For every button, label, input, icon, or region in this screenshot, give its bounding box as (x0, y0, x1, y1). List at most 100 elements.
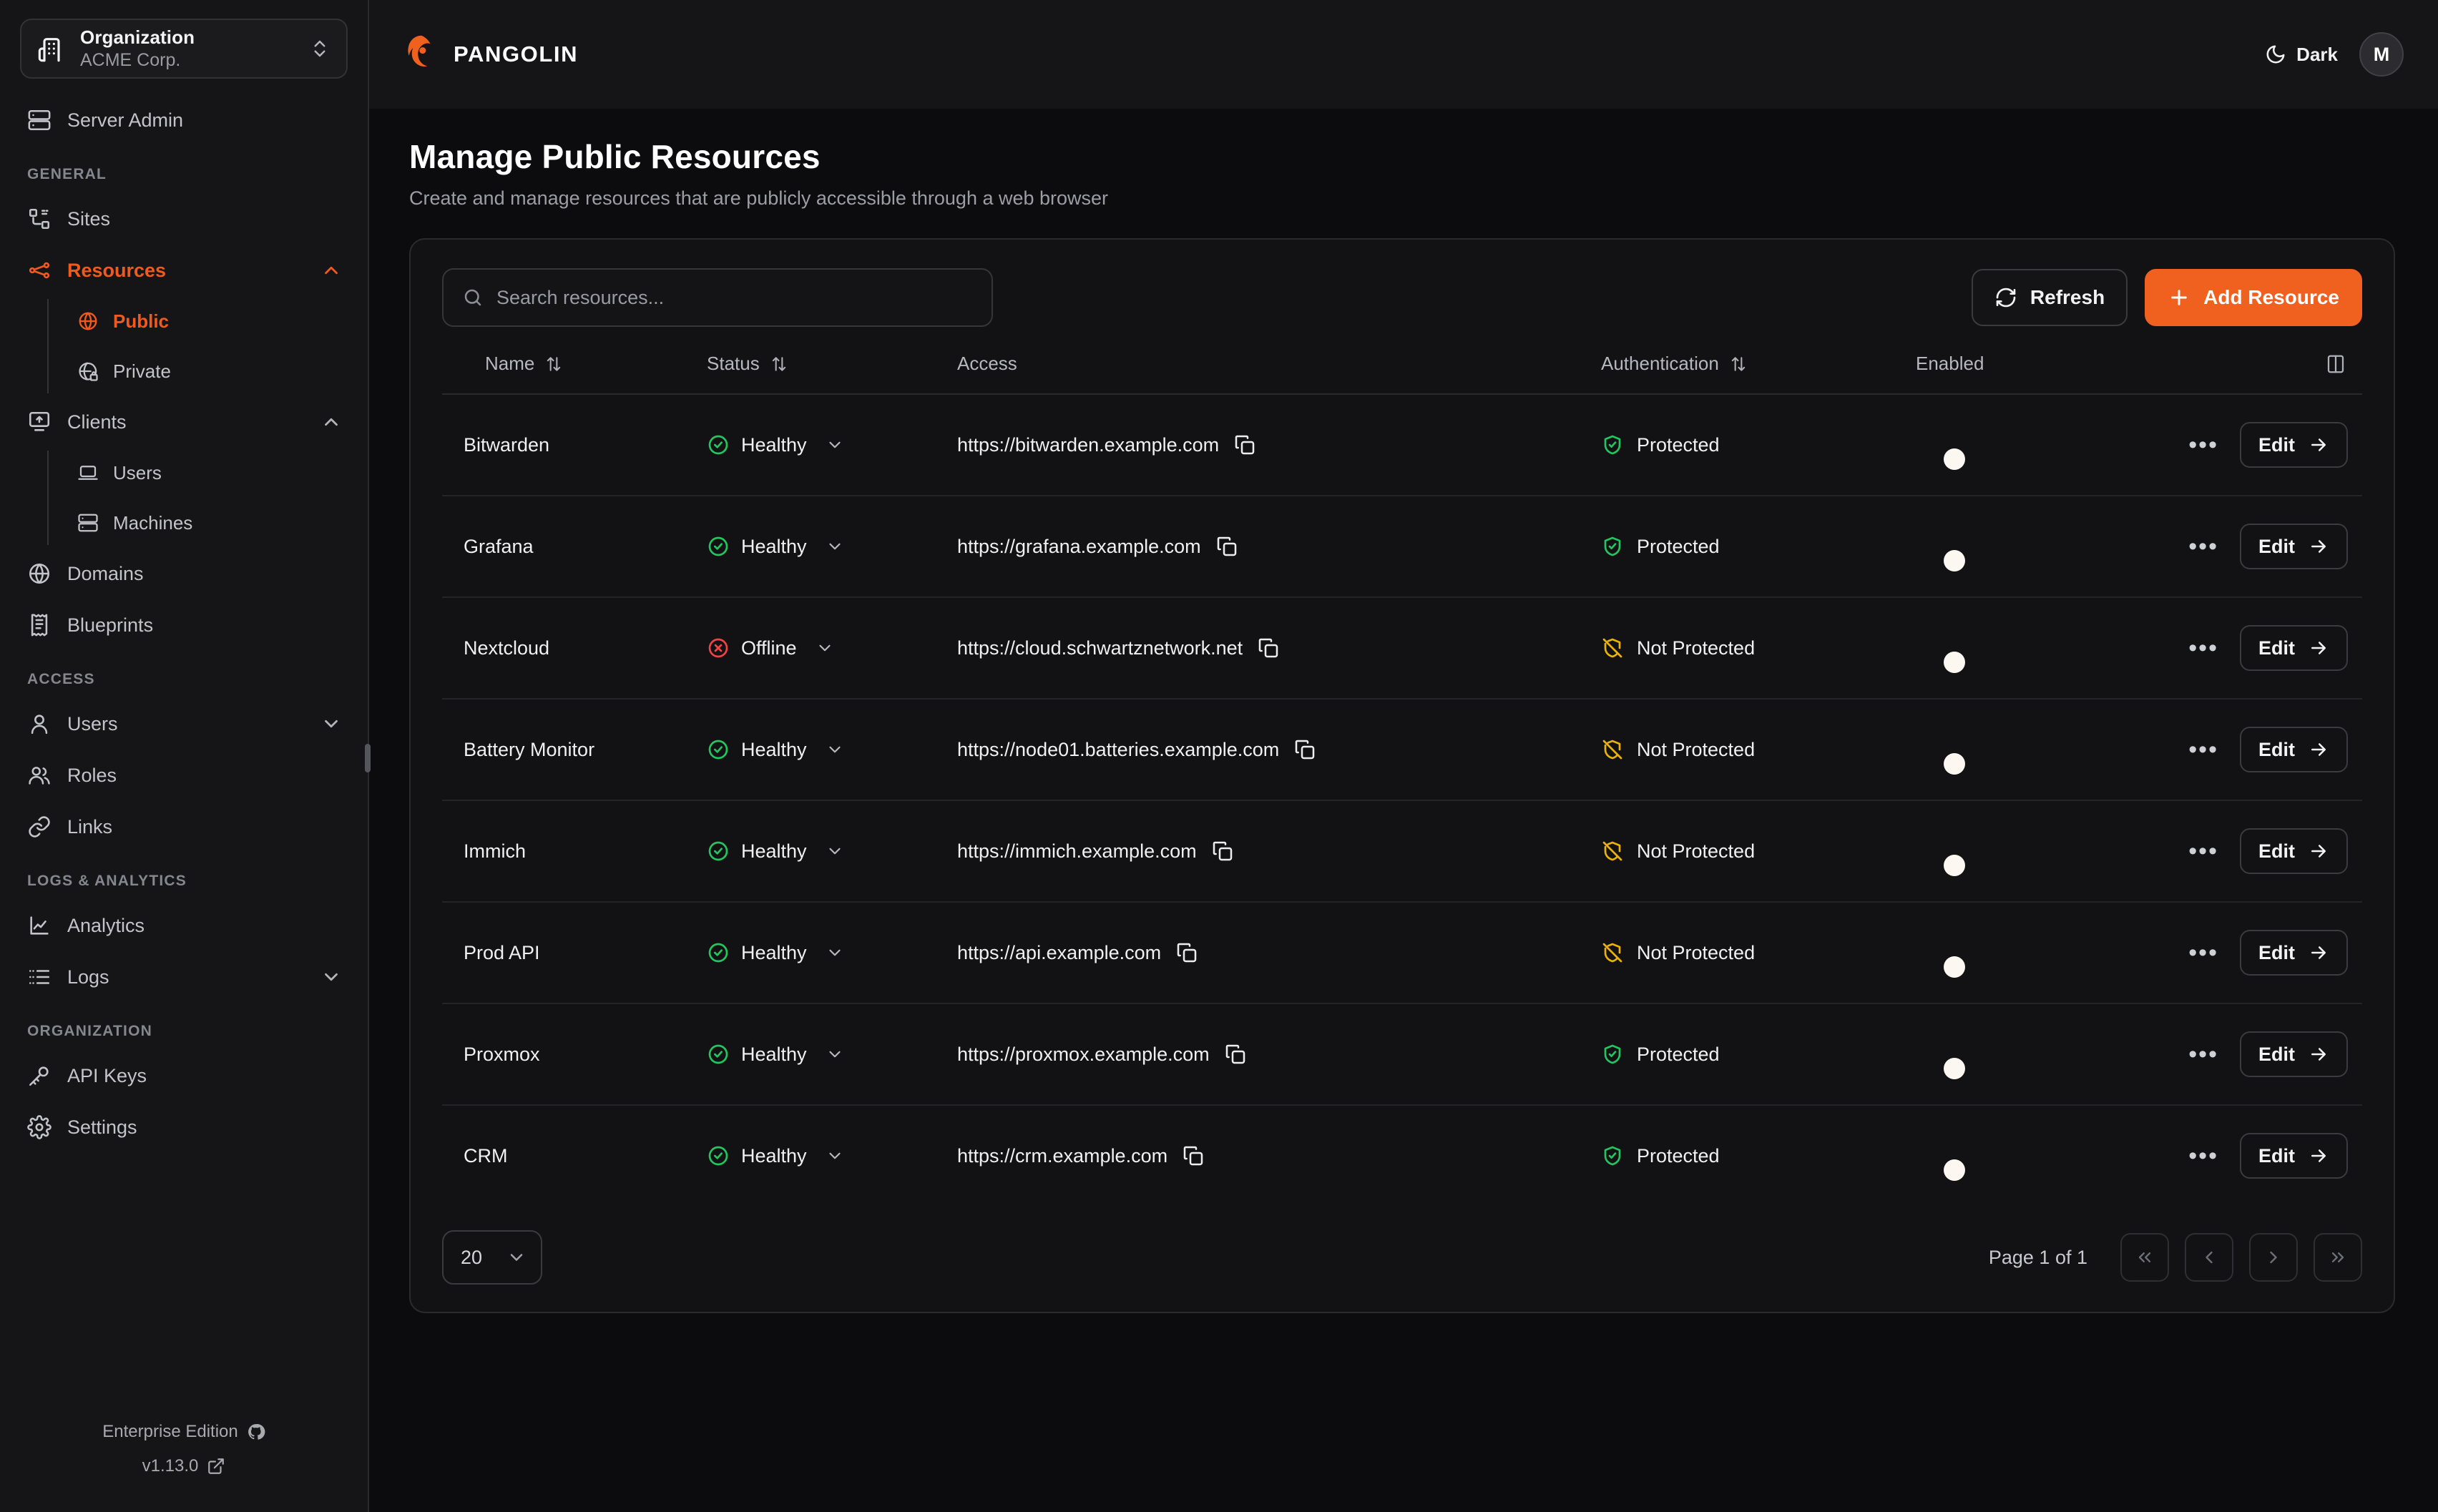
table-row[interactable]: Immich Healthy https://immich.example.com N… (442, 800, 2362, 903)
status-badge[interactable]: Healthy (707, 1144, 957, 1167)
shield-off-icon (1601, 738, 1624, 761)
row-menu-button[interactable]: ••• (2188, 736, 2218, 763)
row-menu-button[interactable]: ••• (2188, 533, 2218, 560)
edit-button[interactable]: Edit (2240, 1031, 2348, 1077)
last-page-button[interactable] (2314, 1233, 2362, 1282)
copy-icon[interactable] (1293, 738, 1316, 761)
row-menu-button[interactable]: ••• (2188, 1142, 2218, 1169)
sidebar-section-general: GENERAL (27, 166, 107, 182)
org-switcher[interactable]: Organization ACME Corp. (20, 19, 348, 79)
first-page-button[interactable] (2120, 1233, 2169, 1282)
sidebar-item-public[interactable]: Public (47, 296, 368, 346)
copy-icon[interactable] (1233, 433, 1256, 456)
row-menu-button[interactable]: ••• (2188, 1041, 2218, 1068)
sidebar-resize-handle[interactable] (365, 744, 371, 772)
users-icon (27, 763, 52, 787)
table-header-row: Name Status (442, 353, 2362, 395)
sidebar-item-sites[interactable]: Sites (0, 193, 368, 245)
sidebar-item-api-keys[interactable]: API Keys (0, 1050, 368, 1101)
sidebar-subnav-resources: Public Private (47, 296, 368, 396)
cell-name: Immich (442, 800, 707, 903)
table-row[interactable]: Grafana Healthy https://grafana.example.co… (442, 496, 2362, 598)
globe-lock-icon (77, 360, 99, 382)
table-row[interactable]: Bitwarden Healthy https://bitwarden.exampl… (442, 394, 2362, 496)
refresh-icon (1994, 286, 2017, 309)
edit-button[interactable]: Edit (2240, 1133, 2348, 1179)
sidebar-item-resources[interactable]: Resources (0, 245, 368, 296)
sidebar-item-clients-users[interactable]: Users (47, 448, 368, 498)
theme-toggle[interactable]: Dark (2265, 44, 2338, 66)
brand[interactable]: PANGOLIN (401, 34, 578, 75)
status-label: Healthy (741, 738, 807, 760)
table-row[interactable]: CRM Healthy https://crm.example.com Protect… (442, 1105, 2362, 1206)
sidebar-item-roles[interactable]: Roles (0, 750, 368, 801)
page-size-select[interactable]: 20 (442, 1230, 542, 1285)
search-input[interactable] (496, 286, 973, 309)
copy-icon[interactable] (1224, 1043, 1247, 1066)
sidebar-item-analytics[interactable]: Analytics (0, 900, 368, 951)
edition-row[interactable]: Enterprise Edition (102, 1422, 265, 1442)
edit-button[interactable]: Edit (2240, 625, 2348, 671)
table-row[interactable]: Prod API Healthy https://api.example.com No… (442, 902, 2362, 1004)
laptop-icon (77, 462, 99, 483)
status-badge[interactable]: Offline (707, 637, 957, 659)
row-menu-button[interactable]: ••• (2188, 939, 2218, 966)
sidebar-item-label: Sites (67, 207, 111, 230)
table-row[interactable]: Nextcloud Offline https://cloud.schwartzne… (442, 597, 2362, 699)
column-header-status[interactable]: Status (707, 353, 957, 395)
version-row[interactable]: v1.13.0 (142, 1456, 226, 1476)
edit-button[interactable]: Edit (2240, 828, 2348, 874)
row-menu-button[interactable]: ••• (2188, 634, 2218, 662)
copy-icon[interactable] (1215, 535, 1238, 558)
sidebar-item-access-users[interactable]: Users (0, 698, 368, 750)
edit-button[interactable]: Edit (2240, 727, 2348, 772)
status-label: Healthy (741, 1043, 807, 1065)
prev-page-button[interactable] (2185, 1233, 2233, 1282)
copy-icon[interactable] (1211, 840, 1234, 863)
copy-icon[interactable] (1175, 941, 1198, 964)
edit-button[interactable]: Edit (2240, 422, 2348, 468)
table-row[interactable]: Proxmox Healthy https://proxmox.example.co… (442, 1003, 2362, 1106)
refresh-button[interactable]: Refresh (1971, 269, 2128, 326)
chevron-left-icon (2199, 1247, 2219, 1267)
status-badge[interactable]: Healthy (707, 840, 957, 863)
plus-icon (2168, 286, 2190, 309)
sidebar-item-links[interactable]: Links (0, 801, 368, 853)
status-badge[interactable]: Healthy (707, 1043, 957, 1066)
row-menu-button[interactable]: ••• (2188, 838, 2218, 865)
sidebar-item-logs[interactable]: Logs (0, 951, 368, 1003)
sidebar-item-label: Settings (67, 1116, 137, 1138)
add-resource-button[interactable]: Add Resource (2145, 269, 2362, 326)
sidebar-item-private[interactable]: Private (47, 346, 368, 396)
status-badge[interactable]: Healthy (707, 535, 957, 558)
status-badge[interactable]: Healthy (707, 433, 957, 456)
column-header-name[interactable]: Name (442, 353, 707, 395)
sidebar-item-server-admin[interactable]: Server Admin (0, 94, 368, 146)
edit-button[interactable]: Edit (2240, 524, 2348, 569)
copy-icon[interactable] (1257, 637, 1280, 659)
sidebar-item-settings[interactable]: Settings (0, 1101, 368, 1153)
sidebar-item-clients-machines[interactable]: Machines (47, 498, 368, 548)
search-field[interactable] (442, 268, 993, 327)
resources-table: Name Status (442, 353, 2362, 1206)
status-badge[interactable]: Healthy (707, 738, 957, 761)
copy-icon[interactable] (1182, 1144, 1205, 1167)
chart-line-icon (27, 913, 52, 938)
avatar[interactable]: M (2359, 32, 2404, 77)
column-header-authentication[interactable]: Authentication (1601, 353, 1916, 395)
check-circle-icon (707, 1144, 730, 1167)
shield-off-icon (1601, 941, 1624, 964)
columns-toggle-icon[interactable] (2325, 353, 2346, 375)
status-badge[interactable]: Healthy (707, 941, 957, 964)
sidebar-item-blueprints[interactable]: Blueprints (0, 599, 368, 651)
table-row[interactable]: Battery Monitor Healthy https://node01.bat… (442, 699, 2362, 801)
next-page-button[interactable] (2249, 1233, 2298, 1282)
edit-button[interactable]: Edit (2240, 930, 2348, 976)
check-circle-icon (707, 941, 730, 964)
sidebar-item-clients[interactable]: Clients (0, 396, 368, 448)
sidebar-item-label: Private (113, 360, 171, 382)
sidebar-item-domains[interactable]: Domains (0, 548, 368, 599)
row-menu-button[interactable]: ••• (2188, 431, 2218, 458)
column-label: Enabled (1916, 353, 1984, 374)
sidebar-item-label: Logs (67, 966, 109, 988)
